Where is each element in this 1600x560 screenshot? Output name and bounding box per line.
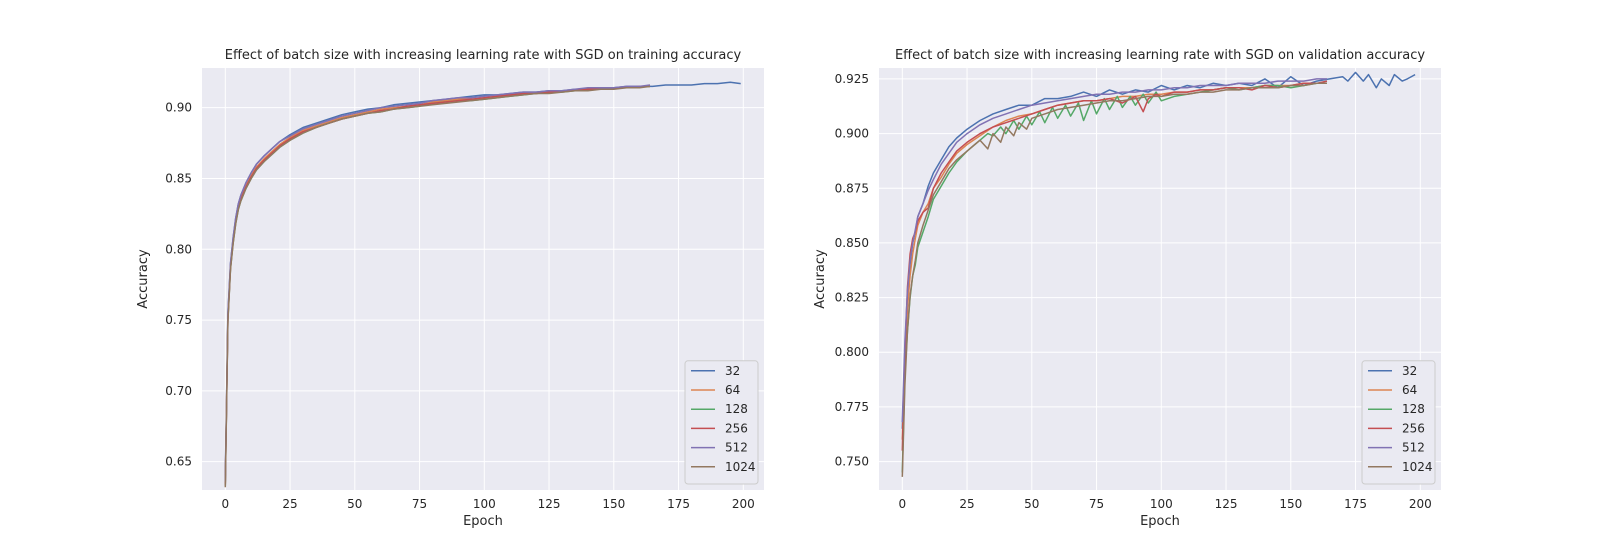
x-tick-label: 25 — [282, 497, 297, 511]
y-tick-label: 0.80 — [165, 242, 192, 256]
legend-label: 256 — [725, 421, 748, 435]
y-tick-label: 0.90 — [165, 101, 192, 115]
legend-label: 128 — [1402, 402, 1425, 416]
y-tick-label: 0.825 — [835, 291, 869, 305]
x-axis-label: Epoch — [1140, 514, 1180, 529]
chart-title: Effect of batch size with increasing lea… — [895, 48, 1425, 63]
x-tick-label: 75 — [412, 497, 427, 511]
series-line-512 — [901, 78, 1327, 423]
legend-label: 32 — [1402, 364, 1417, 378]
x-tick-label: 0 — [898, 497, 906, 511]
legend: 32 64 128 256 512 1024 — [684, 360, 759, 485]
series-line-1024 — [901, 82, 1327, 477]
x-axis-label: Epoch — [463, 514, 503, 529]
y-axis-label: Accuracy — [136, 249, 151, 309]
y-tick-label: 0.775 — [835, 400, 869, 414]
x-tick-label: 100 — [1150, 497, 1173, 511]
y-tick-label: 0.850 — [835, 236, 869, 250]
y-tick-label: 0.75 — [165, 313, 192, 327]
legend-label: 64 — [1402, 383, 1417, 397]
x-tick-label: 50 — [347, 497, 362, 511]
x-tick-label: 200 — [1409, 497, 1432, 511]
series-line-1024 — [224, 85, 651, 488]
y-tick-label: 0.900 — [835, 127, 869, 141]
legend-label: 512 — [725, 441, 748, 455]
y-tick-label: 0.750 — [835, 455, 869, 469]
x-tick-label: 125 — [538, 497, 561, 511]
plot-area — [202, 68, 764, 490]
legend: 32 64 128 256 512 1024 — [1361, 360, 1436, 485]
y-tick-label: 0.70 — [165, 384, 192, 398]
x-tick-label: 150 — [602, 497, 625, 511]
legend-label: 128 — [725, 402, 748, 416]
x-tick-label: 50 — [1024, 497, 1039, 511]
legend-box — [684, 360, 759, 485]
legend-label: 1024 — [1402, 460, 1433, 474]
legend-label: 512 — [1402, 441, 1425, 455]
x-tick-label: 0 — [221, 497, 229, 511]
series-lines — [901, 71, 1416, 477]
y-axis-label: Accuracy — [813, 249, 828, 309]
x-tick-label: 200 — [732, 497, 755, 511]
legend-box — [1361, 360, 1436, 485]
y-tick-label: 0.65 — [165, 455, 192, 469]
training-accuracy-chart: 0 25 50 75 100 125 150 175 200 0.65 0.70 0.75 0.80 0.… — [136, 48, 764, 529]
y-tick-label: 0.875 — [835, 181, 869, 195]
y-tick-label: 0.925 — [835, 72, 869, 86]
series-line-256 — [901, 80, 1328, 451]
series-lines — [224, 81, 741, 488]
series-line-512 — [224, 84, 651, 482]
x-tick-label: 75 — [1089, 497, 1104, 511]
x-tick-label: 25 — [959, 497, 974, 511]
legend-label: 256 — [1402, 421, 1425, 435]
validation-accuracy-chart: 0 25 50 75 100 125 150 175 200 0.750 0.775 0.800 0.8… — [813, 48, 1441, 529]
legend-label: 1024 — [725, 460, 756, 474]
legend-label: 64 — [725, 383, 740, 397]
x-tick-label: 100 — [473, 497, 496, 511]
x-tick-label: 125 — [1215, 497, 1238, 511]
legend-label: 32 — [725, 364, 740, 378]
plot-area — [879, 68, 1441, 490]
x-tick-label: 175 — [667, 497, 690, 511]
chart-title: Effect of batch size with increasing lea… — [225, 48, 742, 63]
x-tick-label: 175 — [1344, 497, 1367, 511]
x-tick-label: 150 — [1279, 497, 1302, 511]
y-tick-label: 0.85 — [165, 171, 192, 185]
y-tick-label: 0.800 — [835, 345, 869, 359]
